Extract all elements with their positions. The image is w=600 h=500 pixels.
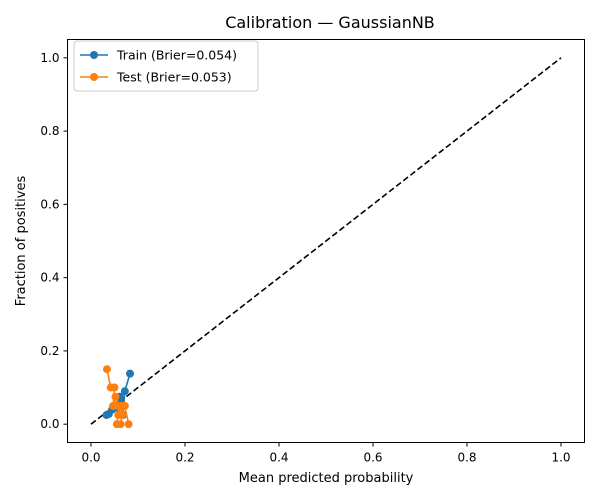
data-point <box>114 411 123 420</box>
data-point <box>102 365 111 374</box>
legend-label: Test (Brier=0.053) <box>116 70 232 85</box>
y-tick-label: 0.2 <box>40 344 59 358</box>
y-tick-label: 0.4 <box>40 271 59 285</box>
legend-marker <box>90 51 98 59</box>
x-axis-label: Mean predicted probability <box>239 471 414 486</box>
series-test <box>102 365 133 429</box>
data-point <box>120 387 129 396</box>
y-axis-label: Fraction of positives <box>14 176 29 307</box>
x-tick-label: 0.2 <box>175 451 194 465</box>
perfect-calibration-line <box>90 57 562 425</box>
y-tick-label: 0.0 <box>40 417 59 431</box>
data-point <box>111 392 120 401</box>
legend: Train (Brier=0.054) Test (Brier=0.053) <box>73 40 259 92</box>
chart-title: Calibration — GaussianNB <box>225 13 435 32</box>
x-tick-label: 0.0 <box>81 451 100 465</box>
data-point <box>116 420 125 429</box>
legend-marker <box>90 73 98 81</box>
x-tick-label: 1.0 <box>551 451 570 465</box>
legend-label: Train (Brier=0.054) <box>116 48 237 63</box>
data-point <box>124 420 133 429</box>
data-point <box>126 369 135 378</box>
data-point <box>120 401 129 410</box>
y-tick-label: 1.0 <box>40 51 59 65</box>
y-tick-label: 0.6 <box>40 197 59 211</box>
x-tick-label: 0.8 <box>457 451 476 465</box>
data-point <box>110 383 119 392</box>
plot-area <box>67 39 585 443</box>
x-tick-label: 0.6 <box>363 451 382 465</box>
x-tick-label: 0.4 <box>269 451 288 465</box>
y-tick-label: 0.8 <box>40 124 59 138</box>
legend-frame <box>73 40 259 92</box>
